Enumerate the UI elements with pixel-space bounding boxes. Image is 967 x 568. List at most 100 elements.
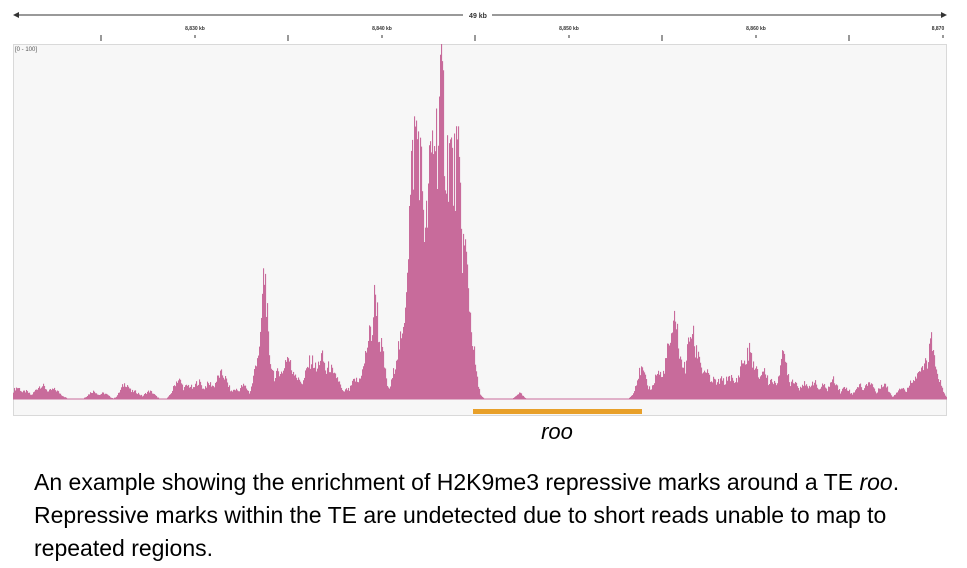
- signal-bar: [861, 387, 863, 399]
- signal-bar: [207, 381, 209, 399]
- signal-bar: [865, 385, 867, 399]
- signal-bar: [210, 382, 212, 399]
- te-feature-bar[interactable]: [473, 409, 642, 414]
- signal-bar: [906, 392, 908, 399]
- signal-bar: [430, 141, 432, 399]
- signal-bar: [120, 389, 122, 399]
- signal-bar: [304, 377, 306, 399]
- signal-bar: [316, 371, 318, 399]
- signal-bar: [730, 381, 732, 399]
- signal-bar: [930, 338, 932, 399]
- signal-bar: [940, 380, 942, 399]
- signal-bar: [199, 379, 201, 399]
- signal-bar: [66, 397, 68, 399]
- signal-bar: [664, 373, 666, 399]
- signal-bar: [764, 368, 766, 399]
- signal-bar: [242, 386, 244, 399]
- signal-bar: [33, 392, 35, 399]
- signal-bar: [917, 373, 919, 399]
- signal-bar: [824, 383, 826, 399]
- signal-bar: [630, 396, 632, 399]
- signal-bar: [481, 395, 483, 399]
- signal-bar: [152, 393, 154, 399]
- signal-bar: [393, 368, 395, 399]
- signal-bar: [766, 377, 768, 399]
- signal-bar: [440, 54, 442, 400]
- signal-bar: [374, 284, 376, 399]
- signal-bar: [262, 293, 264, 399]
- signal-bar: [914, 381, 916, 399]
- signal-bar: [432, 130, 434, 399]
- signal-bar: [117, 395, 119, 399]
- signal-bar: [673, 320, 675, 399]
- signal-bar: [762, 371, 764, 399]
- signal-bar: [32, 394, 34, 399]
- signal-bar: [785, 361, 787, 399]
- signal-bar: [202, 388, 204, 399]
- signal-bar: [46, 389, 48, 399]
- signal-bar: [827, 391, 829, 399]
- signal-bar: [857, 387, 859, 399]
- signal-bar: [717, 382, 719, 399]
- signal-bar: [174, 385, 176, 399]
- signal-bar: [815, 380, 817, 399]
- signal-bar: [866, 384, 868, 399]
- signal-bar: [439, 96, 441, 399]
- signal-bar: [94, 391, 96, 399]
- signal-bar: [672, 332, 674, 399]
- signal-bar: [674, 310, 676, 399]
- signal-bar: [635, 386, 637, 399]
- signal-bar: [320, 360, 322, 399]
- signal-bar: [844, 386, 846, 399]
- signal-bar: [119, 392, 121, 399]
- signal-bar: [213, 386, 215, 399]
- signal-bar: [822, 383, 824, 399]
- signal-bar: [307, 366, 309, 399]
- signal-bar: [919, 371, 921, 399]
- signal-bar: [447, 135, 449, 399]
- signal-bar: [249, 393, 251, 399]
- signal-bar: [713, 376, 715, 399]
- signal-bar: [920, 371, 922, 399]
- signal-bar: [690, 337, 692, 399]
- signal-bar: [465, 239, 467, 399]
- signal-bar: [816, 384, 818, 399]
- signal-bar: [384, 367, 386, 399]
- signal-bar: [829, 386, 831, 399]
- signal-bar: [916, 378, 918, 399]
- signal-bar: [462, 273, 464, 399]
- signal-bar: [124, 383, 126, 399]
- signal-bar: [189, 387, 191, 399]
- signal-bar: [461, 228, 463, 399]
- signal-bar: [691, 338, 693, 399]
- signal-bar: [835, 385, 837, 399]
- signal-bar: [406, 292, 408, 399]
- signal-bar: [335, 373, 337, 399]
- signal-bar: [749, 342, 751, 399]
- signal-bar: [87, 395, 89, 399]
- signal-bar: [324, 362, 326, 399]
- signal-bar: [722, 380, 724, 399]
- signal-bar: [802, 384, 804, 399]
- signal-bar: [339, 381, 341, 399]
- signal-track-panel[interactable]: [13, 44, 947, 416]
- signal-bar: [178, 380, 180, 399]
- signal-bar: [209, 385, 211, 399]
- signal-bar: [819, 389, 821, 399]
- ruler-tick-label: 8,840 kb: [372, 26, 392, 32]
- signal-bar: [788, 374, 790, 399]
- signal-bar: [476, 371, 478, 399]
- signal-bar: [233, 389, 235, 399]
- signal-bar: [701, 367, 703, 399]
- signal-bar: [294, 375, 296, 399]
- signal-bar: [719, 383, 721, 399]
- signal-bar: [289, 361, 291, 399]
- signal-bar: [456, 126, 458, 400]
- signal-bar: [131, 392, 133, 399]
- signal-bar: [400, 331, 402, 399]
- signal-bar: [158, 397, 160, 399]
- signal-bar: [399, 349, 401, 399]
- signal-bar: [121, 387, 123, 399]
- signal-bar: [874, 388, 876, 399]
- signal-bar: [479, 388, 481, 399]
